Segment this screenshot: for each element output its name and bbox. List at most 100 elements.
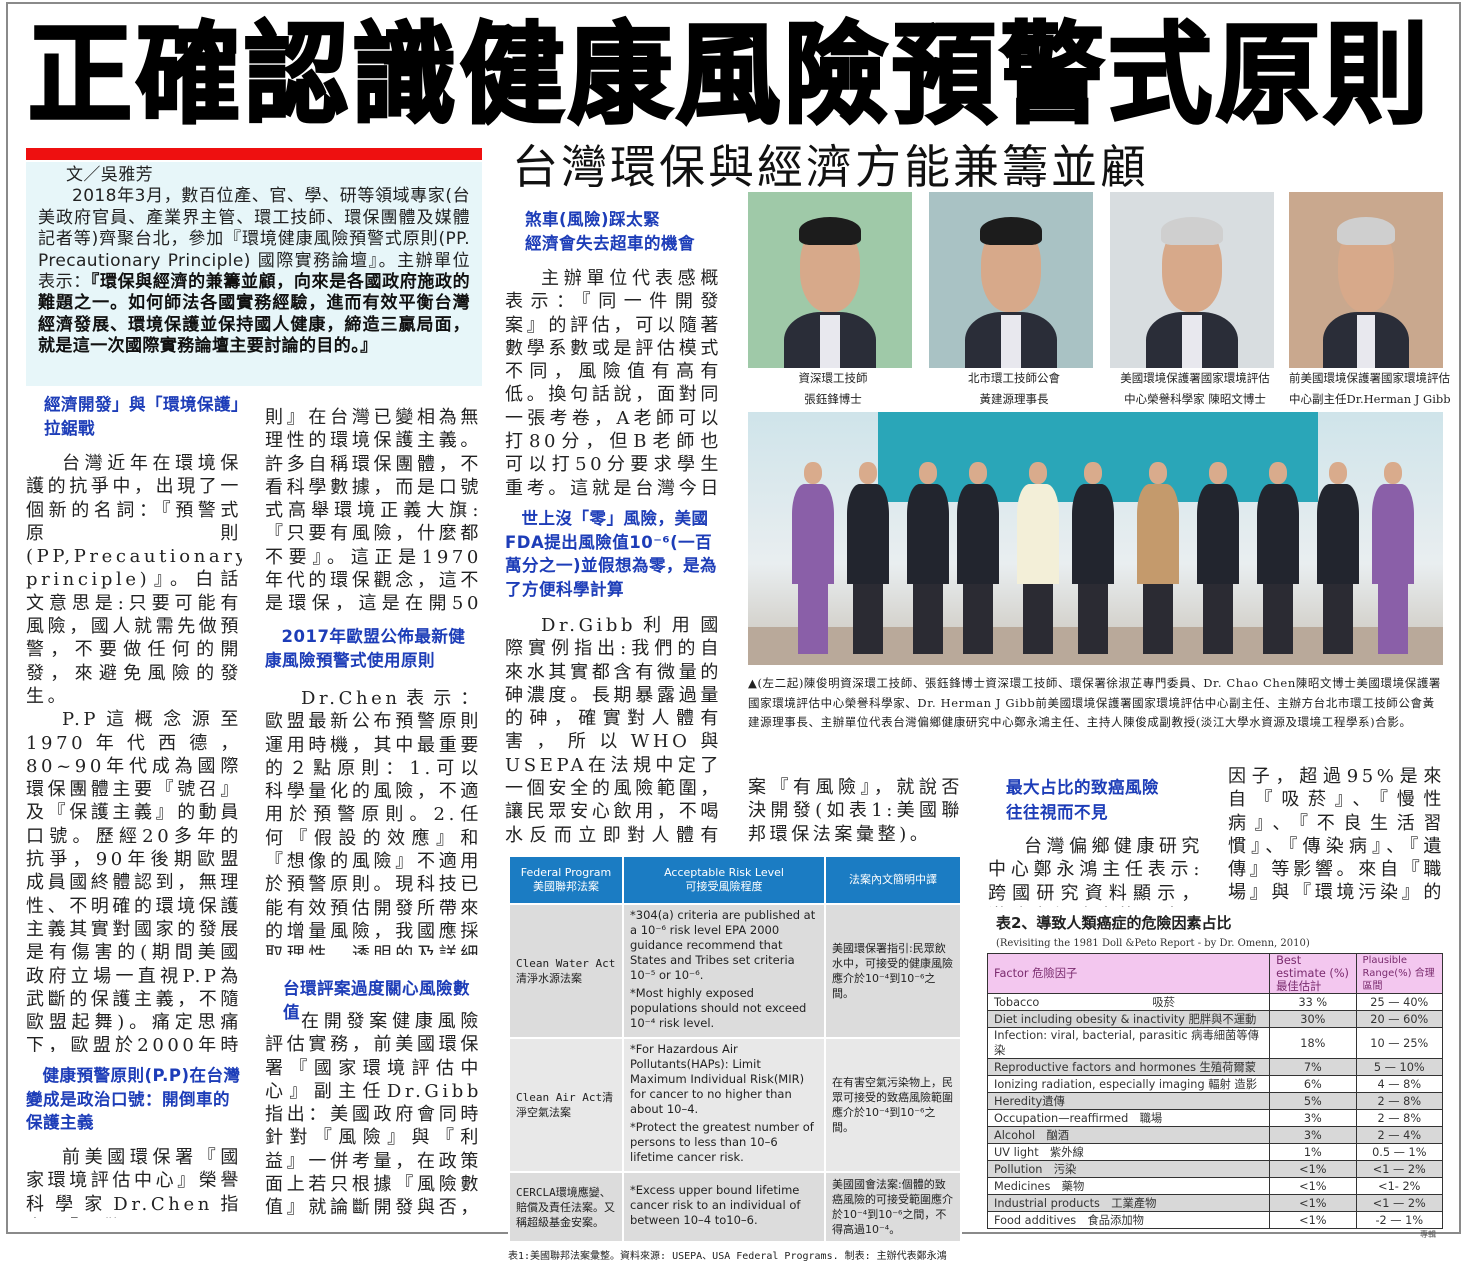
table-row: Food additives 食品添加物 <1% -2 — 1%: [986, 1211, 1444, 1229]
section-heading: 健康預警原則(P.P)在台灣變成是政治口號：開倒車的保護主義: [26, 1066, 241, 1132]
paragraph: 因子，超過95%是來自『吸菸』、『慢性病』、『不良生活習慣』、『傳染病』、『遺傳…: [1228, 766, 1445, 904]
heading-line: 最大占比的致癌風險: [1006, 778, 1159, 797]
plausible-range-cell: 4 — 8%: [1355, 1075, 1444, 1093]
paragraph: 前美國環保署『國家環境評估中心』榮譽科學家Dr.Chen指出：『預警原: [26, 1147, 242, 1218]
risk-note: *Excess upper bound lifetime cancer risk…: [630, 1183, 801, 1227]
person-figure: [788, 462, 838, 662]
table-row: Occupation—reaffirmed 職場 3% 2 — 8%: [986, 1109, 1444, 1127]
person-figure: [953, 462, 1003, 662]
factor-cell: Food additives 食品添加物: [986, 1211, 1271, 1229]
section-heading: 世上沒「零」風險，美國FDA提出風險值10⁻⁶(一百萬分之一)並假想為零，是為了…: [505, 509, 718, 599]
factor-cell: Ionizing radiation, especially imaging 輻…: [986, 1075, 1271, 1093]
best-estimate-cell: 18%: [1269, 1027, 1357, 1059]
best-estimate-cell: <1%: [1269, 1160, 1357, 1178]
portrait-caption: 北市環工技師公會 黃建源理事長: [929, 368, 1099, 410]
article-column-1: 台灣近年在環境保護的抗爭中，出現了一個新的名詞：『預警式原則(PP,Precau…: [26, 452, 242, 1052]
plausible-range-cell: <1 — 2%: [1355, 1160, 1444, 1178]
factor-cell: Industrial products 工業產物: [986, 1194, 1271, 1212]
best-estimate-cell: 7%: [1269, 1058, 1357, 1076]
plausible-range-cell: 5 — 10%: [1355, 1058, 1444, 1076]
plausible-range-cell: 20 — 60%: [1355, 1010, 1444, 1028]
factor-cell: Infection: viral, bacterial, parasitic 病…: [986, 1027, 1271, 1059]
article-column-6: 因子，超過95%是來自『吸菸』、『慢性病』、『不良生活習慣』、『傳染病』、『遺傳…: [1228, 765, 1445, 905]
paragraph: Dr.Gibb利用國際實例指出:我們的自來水其實都含有微量的砷濃度。長期暴露過量…: [505, 615, 722, 848]
factor-cell: Pollution 污染: [986, 1160, 1271, 1178]
paragraph: 則』在台灣已變相為無理性的環境保護主義。許多自稱環保團體，不看科學數據，而是口號…: [265, 407, 482, 615]
paragraph: 在開發案健康風險評估實務，前美國環保署『國家環境評估中心』副主任Dr.Gibb指…: [265, 1011, 482, 1219]
header-zh: 法案內文簡明中譯: [849, 873, 937, 886]
section-heading: 經濟開發」與「環境保護」拉鋸戰: [44, 395, 240, 438]
person-figure: [1253, 462, 1303, 662]
best-estimate-cell: 6%: [1269, 1075, 1357, 1093]
intro-paragraph: 2018年3月，數百位產、官、學、研等領域專家(台美政府官員、產業界主管、環工技…: [38, 186, 470, 357]
section-heading: 煞車(風險)踩太緊 經濟會失去超車的機會: [525, 208, 725, 255]
article-column-3: 主辦單位代表感概表示：『同一件開發案』的評估，可以隨著數學系數或是評估模式不同，…: [505, 267, 722, 499]
best-estimate-cell: 30%: [1269, 1010, 1357, 1028]
portrait-photo: [1110, 192, 1274, 368]
intro-box: 文／吳雅芳 2018年3月，數百位產、官、學、研等領域專家(台美政府官員、產業界…: [26, 162, 482, 386]
table-row: UV light 紫外線 1% 0.5 — 1%: [986, 1143, 1444, 1161]
intro-lead: 2018年3月，數百位產、官、學、研等領域專家(台美政府官員、產業界主管、環工技…: [38, 186, 470, 293]
caption-line: 資深環工技師: [798, 371, 868, 385]
plausible-range-cell: <1 — 2%: [1355, 1194, 1444, 1212]
paragraph: Dr.Chen表示：歐盟最新公布預警原則運用時機，其中最重要的２點原則：1.可以…: [265, 688, 482, 955]
table-row: Reproductive factors and hormones 生殖荷爾蒙 7…: [986, 1058, 1444, 1076]
best-estimate-cell: <1%: [1269, 1211, 1357, 1229]
factor-cell: Occupation—reaffirmed 職場: [986, 1109, 1271, 1127]
factor-cell: Heredity遺傳: [986, 1092, 1271, 1110]
headline: 正確認識健康風險預警式原則: [27, 10, 1433, 139]
table-row: Infection: viral, bacterial, parasitic 病…: [986, 1027, 1444, 1059]
plausible-range-cell: 25 — 40%: [1355, 993, 1444, 1011]
best-estimate-cell: 3%: [1269, 1109, 1357, 1127]
plausible-range-cell: 2 — 8%: [1355, 1092, 1444, 1110]
table-row: Pollution 污染 <1% <1 — 2%: [986, 1160, 1444, 1178]
column-header: Federal Program 美國聯邦法案: [508, 855, 624, 905]
factor-cell: Tobacco 吸菸: [986, 993, 1271, 1011]
paragraph: 台灣偏鄉健康研究中心鄭永鴻主任表示:跨國研究資料顯示，導致人類致癌的風險: [988, 836, 1203, 907]
paragraph: 案『有風險』，就說否決開發(如表1:美國聯邦環保法案彙整)。: [748, 777, 963, 845]
paragraph: 主辦單位代表感概表示：『同一件開發案』的評估，可以隨著數學系數或是評估模式不同，…: [505, 268, 722, 499]
column-header: Acceptable Risk Level 可接受風險程度: [622, 855, 826, 905]
person-figure: [1133, 462, 1183, 662]
best-estimate-cell: 3%: [1269, 1126, 1357, 1144]
heading-line: 經濟會失去超車的機會: [525, 233, 695, 253]
risk-level-cell: *For Hazardous Air Pollutants(HAPs): Lim…: [622, 1037, 826, 1173]
risk-level-cell: *304(a) criteria are published at a 10⁻⁶…: [622, 903, 826, 1039]
section-heading: 2017年歐盟公佈最新健康風險預警式使用原則: [265, 627, 466, 670]
risk-note: *Most highly exposed populations should …: [630, 986, 807, 1030]
table-row: Clean Air Act清淨空氣法案 *For Hazardous Air Po…: [508, 1037, 962, 1173]
plausible-range-cell: 0.5 — 1%: [1355, 1143, 1444, 1161]
portrait-photo: [748, 192, 912, 368]
header-en: Acceptable Risk Level: [664, 866, 784, 879]
best-estimate-cell: 33 %: [1269, 993, 1357, 1011]
person-figure: [843, 462, 893, 662]
article-column-2c: 在開發案健康風險評估實務，前美國環保署『國家環境評估中心』副主任Dr.Gibb指…: [265, 1010, 482, 1220]
table-row: Diet including obesity & inactivity 肥胖與不…: [986, 1010, 1444, 1028]
caption-line: 中心榮譽科學家 陳昭文博士: [1124, 392, 1266, 406]
program-cell: CERCLA環境應變、賠償及責任法案。又稱超級基金安案。: [508, 1171, 624, 1243]
caption-line: 前美國環境保護署國家環境評估: [1289, 371, 1450, 385]
plausible-range-cell: 2 — 8%: [1355, 1109, 1444, 1127]
portrait-caption: 前美國環境保護署國家環境評估 中心副主任Dr.Herman J Gibb: [1289, 368, 1451, 410]
table-row: Clean Water Act 清淨水源法案 *304(a) criteria a…: [508, 903, 962, 1039]
caption-line: 黃建源理事長: [979, 392, 1049, 406]
header-en: Federal Program: [520, 866, 612, 879]
section-label: 專輯: [1420, 1230, 1436, 1239]
column-header: Factor 危險因子: [986, 953, 1271, 994]
table2-title: 表2、導致人類癌症的危險因素占比: [996, 914, 1232, 932]
portrait-caption: 美國環境保護署國家環境評估 中心榮譽科學家 陳昭文博士: [1110, 368, 1280, 410]
translation-cell: 美國國會法案:個體的致癌風險的可接受範圍應介於10⁻⁴到10⁻⁶之間，不得高過1…: [824, 1171, 962, 1243]
article-column-2: 則』在台灣已變相為無理性的環境保護主義。許多自稱環保團體，不看科學數據，而是口號…: [265, 406, 482, 616]
group-photo-caption: ▲(左二起)陳俊明資深環工技師、張鈺鋒博士資深環工技師、環保署徐淑芷專門委員、D…: [748, 676, 1442, 730]
subheadline: 台灣環保與經濟方能兼籌並顧: [512, 140, 1149, 194]
translation-cell: 在有害空氣污染物上，民眾可接受的致癌風險範圍應介於10⁻⁴到10⁻⁶之間。: [824, 1037, 962, 1173]
table-row: CERCLA環境應變、賠償及責任法案。又稱超級基金安案。 *Excess uppe…: [508, 1171, 962, 1243]
table-row: Medicines 藥物 <1% <1- 2%: [986, 1177, 1444, 1195]
plausible-range-cell: 10 — 25%: [1355, 1027, 1444, 1059]
person-figure: [1368, 462, 1418, 662]
paragraph: P.P這概念源至1970年代西德，80~90年代成為國際環保團體主要『號召』及『…: [26, 709, 242, 1052]
header-zh: 美國聯邦法案: [533, 880, 599, 893]
person-figure: [1313, 462, 1363, 662]
column-header: Plausible Range(%) 合理區間: [1355, 953, 1444, 994]
header-zh: 可接受風險程度: [685, 880, 763, 893]
